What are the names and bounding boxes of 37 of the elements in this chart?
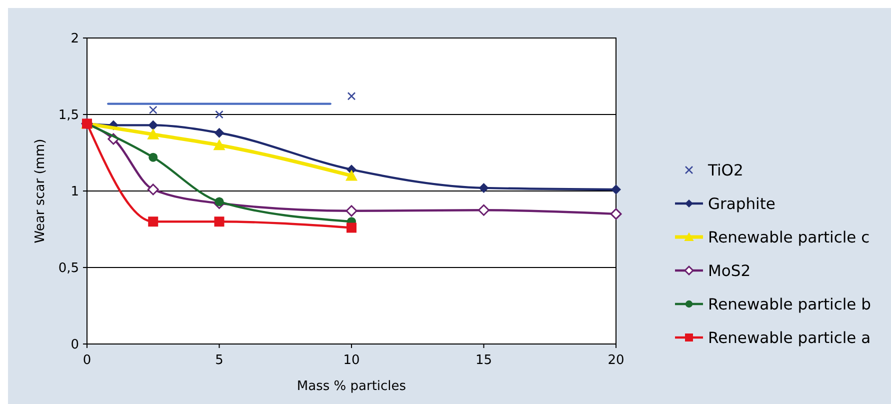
legend-label: MoS2 [708,262,751,280]
legend-label: Renewable particle a [708,328,871,347]
y-tick-label: 2 [70,32,79,47]
point [347,92,356,100]
point [147,184,159,196]
y-tick-label: 1,5 [58,108,79,124]
point [148,216,158,227]
legend-label: Graphite [708,194,776,213]
point [478,204,490,216]
x-tick-label: 0 [82,353,92,368]
point [147,128,160,140]
point [346,222,356,233]
x-tick-label: 10 [343,353,360,368]
x-tick-label: 5 [215,353,224,368]
y-axis-title: Wear scar (mm) [33,138,48,244]
point [148,152,158,162]
y-tick-label: 1 [70,184,79,200]
point [148,120,158,130]
x-tick-label: 20 [608,353,624,368]
point [610,208,622,220]
legend-label: Renewable particle b [708,295,871,314]
legend-label: TiO2 [707,161,744,180]
point [214,128,224,138]
point [478,182,489,193]
point [148,106,158,114]
point [215,110,224,119]
y-tick-label: 0 [70,338,79,353]
point [213,139,226,150]
point [214,216,224,227]
point [611,184,621,194]
point [214,197,224,206]
point [346,205,358,217]
legend-label: Renewable particle c [708,228,870,246]
point [346,170,358,181]
y-tick-label: 0,5 [58,261,79,276]
x-axis-title: Mass % particles [296,379,406,394]
x-tick-label: 15 [475,353,492,368]
